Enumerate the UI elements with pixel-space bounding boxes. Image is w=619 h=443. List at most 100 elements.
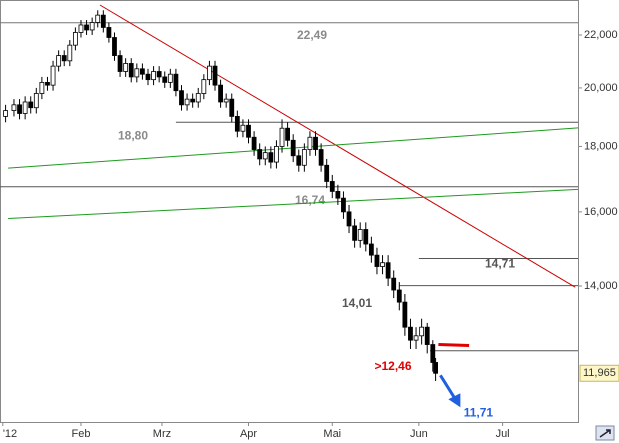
target-arrowhead: [448, 393, 461, 408]
candle-body: [190, 98, 196, 103]
candle-body: [134, 68, 140, 78]
candle-body: [173, 73, 179, 92]
trendline: [99, 4, 576, 288]
x-tick-label: Apr: [240, 428, 257, 440]
candle-body: [279, 127, 285, 147]
candle-body: [33, 93, 39, 109]
x-tick-label: Feb: [71, 428, 90, 440]
candle-body: [313, 136, 318, 150]
last-price-box: [579, 364, 619, 382]
candle-body: [408, 326, 413, 341]
candle-body: [184, 98, 190, 106]
candle-body: [78, 24, 84, 33]
candle-body: [56, 55, 62, 67]
icon-arrow[interactable]: [599, 429, 611, 438]
candle-body: [39, 81, 45, 94]
level-label: 14,01: [342, 296, 372, 310]
candle-body: [396, 289, 402, 303]
candle-body: [128, 63, 134, 78]
candle-body: [223, 98, 229, 103]
candle-body: [212, 65, 218, 86]
level-label: 18,80: [118, 128, 148, 142]
candle-body: [123, 63, 129, 72]
candle-body: [357, 229, 363, 241]
candle-body: [301, 149, 307, 166]
x-tick-label: Mrz: [153, 428, 171, 440]
candle-body: [296, 155, 302, 166]
candle-body: [151, 71, 156, 81]
candle-body: [413, 335, 419, 341]
candle-body: [324, 164, 330, 182]
candle-body: [419, 326, 425, 337]
candle-body: [218, 84, 223, 103]
level-label: 16,74: [295, 193, 325, 207]
candle-body: [61, 55, 67, 62]
candle-body: [100, 14, 106, 28]
candle-body: [251, 136, 257, 150]
candle-body: [207, 65, 212, 81]
candle-body: [391, 277, 397, 291]
candle-body: [363, 229, 369, 245]
y-tick-label: 22,000: [584, 29, 618, 41]
candle-body: [352, 225, 358, 241]
candle-body: [28, 101, 34, 109]
candle-body: [162, 76, 168, 83]
candle-body: [346, 211, 352, 227]
candle-body: [290, 139, 296, 157]
candle-body: [268, 152, 274, 163]
candle-body: [117, 55, 123, 72]
level-label: >12,46: [374, 359, 411, 373]
candle-body: [374, 254, 380, 267]
plot-frame: [0, 0, 579, 423]
candle-body: [380, 262, 385, 267]
candle-body: [179, 90, 184, 106]
candle-body: [106, 27, 112, 38]
target-label: 11,71: [464, 405, 494, 419]
candle-body: [67, 44, 73, 62]
candle-body: [11, 104, 17, 111]
candle-body: [240, 124, 246, 132]
last-price-label: 11,965: [583, 367, 616, 379]
level-label: 22,49: [297, 28, 327, 42]
candle-body: [385, 262, 391, 279]
candle-body: [3, 110, 8, 117]
candle-body: [201, 79, 207, 94]
candle-body: [50, 65, 56, 86]
y-tick-label: 20,000: [584, 82, 618, 94]
candle-body: [368, 243, 374, 256]
candle-body: [262, 152, 268, 160]
candle-body: [433, 362, 438, 374]
x-tick-label: Mai: [323, 428, 341, 440]
trendline: [8, 188, 579, 219]
level-label: 14,71: [485, 257, 515, 271]
candle-body: [424, 326, 430, 345]
candle-body: [45, 81, 50, 86]
candle-body: [95, 14, 101, 23]
candle-body: [257, 149, 263, 160]
candle-body: [234, 116, 240, 132]
candle-body: [329, 181, 335, 192]
candle-body: [246, 124, 251, 138]
candle-body: [89, 22, 95, 31]
candle-body: [72, 32, 78, 46]
candle-body: [402, 301, 408, 328]
y-tick-label: 18,000: [584, 140, 618, 152]
candle-body: [22, 101, 28, 114]
corner-icon[interactable]: [595, 425, 615, 441]
candle-body: [318, 149, 324, 166]
candle-body: [195, 93, 201, 103]
target-arrow: [439, 374, 457, 401]
resistance-mark: [438, 343, 470, 348]
candle-body: [140, 68, 145, 75]
x-tick-label: '12: [3, 428, 17, 440]
candle-body: [274, 146, 279, 163]
candle-body: [84, 24, 89, 31]
y-tick-label: 14,000: [584, 280, 618, 292]
candle-body: [335, 191, 341, 199]
candle-body: [156, 71, 162, 78]
candle-body: [430, 344, 436, 363]
candle-body: [167, 73, 173, 83]
candle-body: [229, 98, 235, 117]
candle-body: [341, 197, 346, 213]
candle-body: [145, 73, 151, 81]
